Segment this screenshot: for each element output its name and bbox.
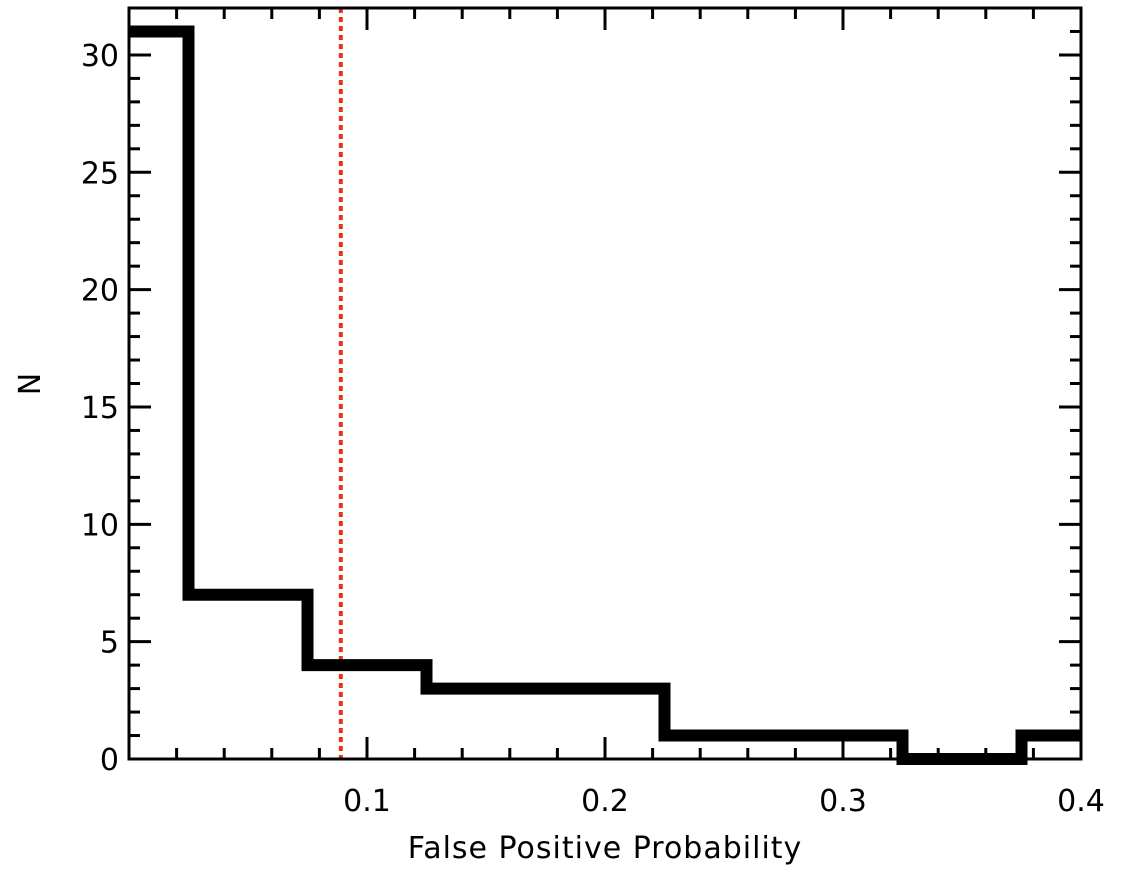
y-tick-label: 25 [81,156,119,191]
plot-frame [127,6,1083,761]
x-tick-label: 0.3 [819,784,867,819]
y-tick-label: 15 [81,391,119,426]
x-tick-label: 0.4 [1057,784,1105,819]
x-axis-title: False Positive Probability [408,831,803,866]
x-tick-label: 0.1 [343,784,391,819]
y-tick-label: 5 [100,626,119,661]
y-tick-label: 30 [81,39,119,74]
y-axis-title: N [13,372,48,395]
y-tick-label: 0 [100,743,119,778]
x-tick-label: 0.2 [581,784,629,819]
histogram-layer [129,25,1081,765]
tick-marks [129,8,1083,761]
tick-labels: 0.1 0.2 0.3 0.4 0 5 10 15 20 25 30 [81,39,1105,819]
y-tick-label: 20 [81,274,119,309]
y-tick-label: 10 [81,508,119,543]
histogram-step-line [129,25,1081,765]
